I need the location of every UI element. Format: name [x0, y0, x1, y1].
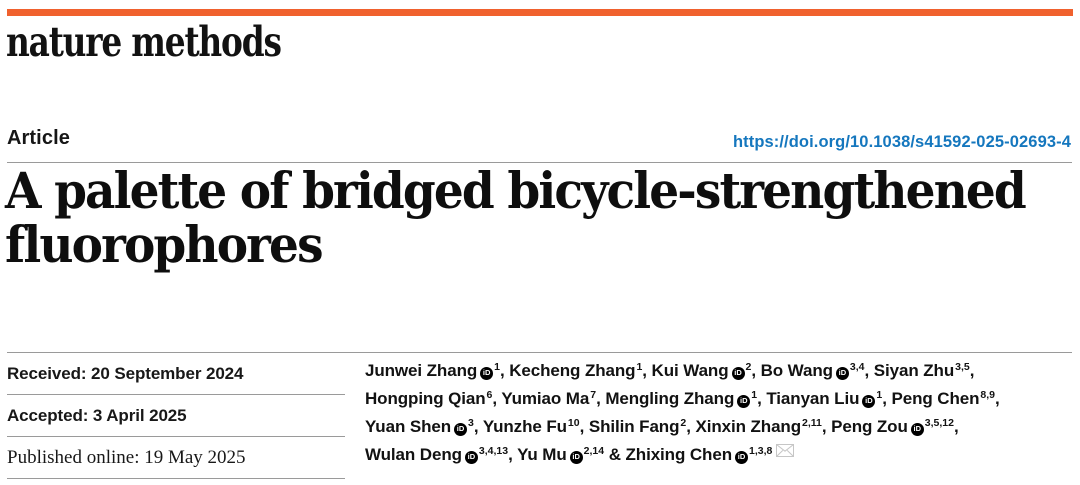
orcid-icon[interactable]: iD: [731, 366, 745, 380]
article-title-line: fluorophores: [5, 215, 324, 274]
author-name: Kui Wang: [651, 361, 729, 380]
orcid-icon[interactable]: iD: [569, 450, 583, 464]
info-top-divider: [7, 352, 1072, 353]
author-name: Tianyan Liu: [766, 389, 860, 408]
date-row: Received: 20 September 2024: [7, 353, 345, 395]
author-line: Hongping Qian6, Yumiao Ma7, Mengling Zha…: [365, 389, 1000, 408]
author-name: Junwei Zhang: [365, 361, 478, 380]
affiliation-superscript: 1: [876, 389, 883, 401]
author-name: Yunzhe Fu: [482, 417, 567, 436]
affiliation-superscript: 10: [567, 417, 580, 429]
journal-logo: nature methods: [6, 18, 282, 66]
orcid-icon[interactable]: iD: [737, 394, 751, 408]
journal-accent-bar: [7, 9, 1073, 16]
author-name: Shilin Fang: [588, 417, 680, 436]
article-type-label: Article: [7, 127, 70, 149]
author-name: Kecheng Zhang: [509, 361, 636, 380]
date-row: Published online: 19 May 2025: [7, 437, 345, 479]
affiliation-superscript: 3,5,12: [924, 417, 954, 429]
affiliation-superscript: 1: [494, 361, 500, 373]
article-history-dates: Received: 20 September 2024 Accepted: 3 A…: [7, 353, 345, 479]
author-name: Yuan Shen: [365, 417, 452, 436]
orcid-icon[interactable]: iD: [835, 366, 849, 380]
author-name: Mengling Zhang: [605, 389, 735, 408]
affiliation-superscript: 2,14: [583, 445, 605, 457]
article-title-line: A palette of bridged bicycle-strengthene…: [5, 161, 1027, 220]
affiliation-superscript: 3,4: [849, 361, 865, 373]
author-name: Yu Mu: [517, 445, 567, 464]
author-name: Yumiao Ma: [501, 389, 590, 408]
orcid-icon[interactable]: iD: [464, 450, 478, 464]
affiliation-superscript: 2: [745, 361, 752, 373]
date-row: Accepted: 3 April 2025: [7, 395, 345, 437]
author-name: Peng Chen: [891, 389, 980, 408]
article-title: A palette of bridged bicycle-strengthene…: [5, 161, 1027, 274]
orcid-icon[interactable]: iD: [480, 366, 494, 380]
author-name: Hongping Qian: [365, 389, 486, 408]
email-envelope-icon[interactable]: [776, 442, 795, 461]
affiliation-superscript: 3,4,13: [478, 445, 509, 457]
affiliation-superscript: 6: [486, 389, 493, 401]
orcid-icon[interactable]: iD: [454, 422, 468, 436]
header-divider: [7, 162, 1072, 163]
affiliation-superscript: 1: [636, 361, 643, 373]
affiliation-superscript: 3,5: [955, 361, 970, 373]
doi-link[interactable]: https://doi.org/10.1038/s41592-025-02693…: [732, 133, 1071, 151]
author-name: Bo Wang: [760, 361, 833, 380]
affiliation-superscript: 2: [680, 417, 687, 429]
orcid-icon[interactable]: iD: [862, 394, 876, 408]
affiliation-superscript: 7: [590, 389, 597, 401]
affiliation-superscript: 1: [751, 389, 758, 401]
author-line: Yuan Shen iD 3, Yunzhe Fu10, Shilin Fang2,…: [365, 417, 959, 436]
author-name: Siyan Zhu: [873, 361, 955, 380]
orcid-icon[interactable]: iD: [734, 450, 748, 464]
author-line: Junwei Zhang iD 1, Kecheng Zhang1, Kui Wan…: [365, 361, 975, 380]
orcid-icon[interactable]: iD: [910, 422, 924, 436]
author-name: Peng Zou: [831, 417, 908, 436]
author-name: Zhixing Chen: [625, 445, 733, 464]
author-name: Xinxin Zhang: [695, 417, 801, 436]
affiliation-superscript: 1,3,8: [748, 445, 773, 457]
affiliation-superscript: 8,9: [980, 389, 995, 401]
author-line: Wulan Deng iD 3,4,13, Yu Mu iD 2,14 & Zhixin…: [365, 441, 1079, 469]
author-name: Wulan Deng: [365, 445, 462, 464]
affiliation-superscript: 2,11: [802, 417, 822, 429]
author-list: Junwei Zhang iD 1, Kecheng Zhang1, Kui Wan…: [365, 357, 1079, 469]
affiliation-superscript: 3: [468, 417, 474, 429]
